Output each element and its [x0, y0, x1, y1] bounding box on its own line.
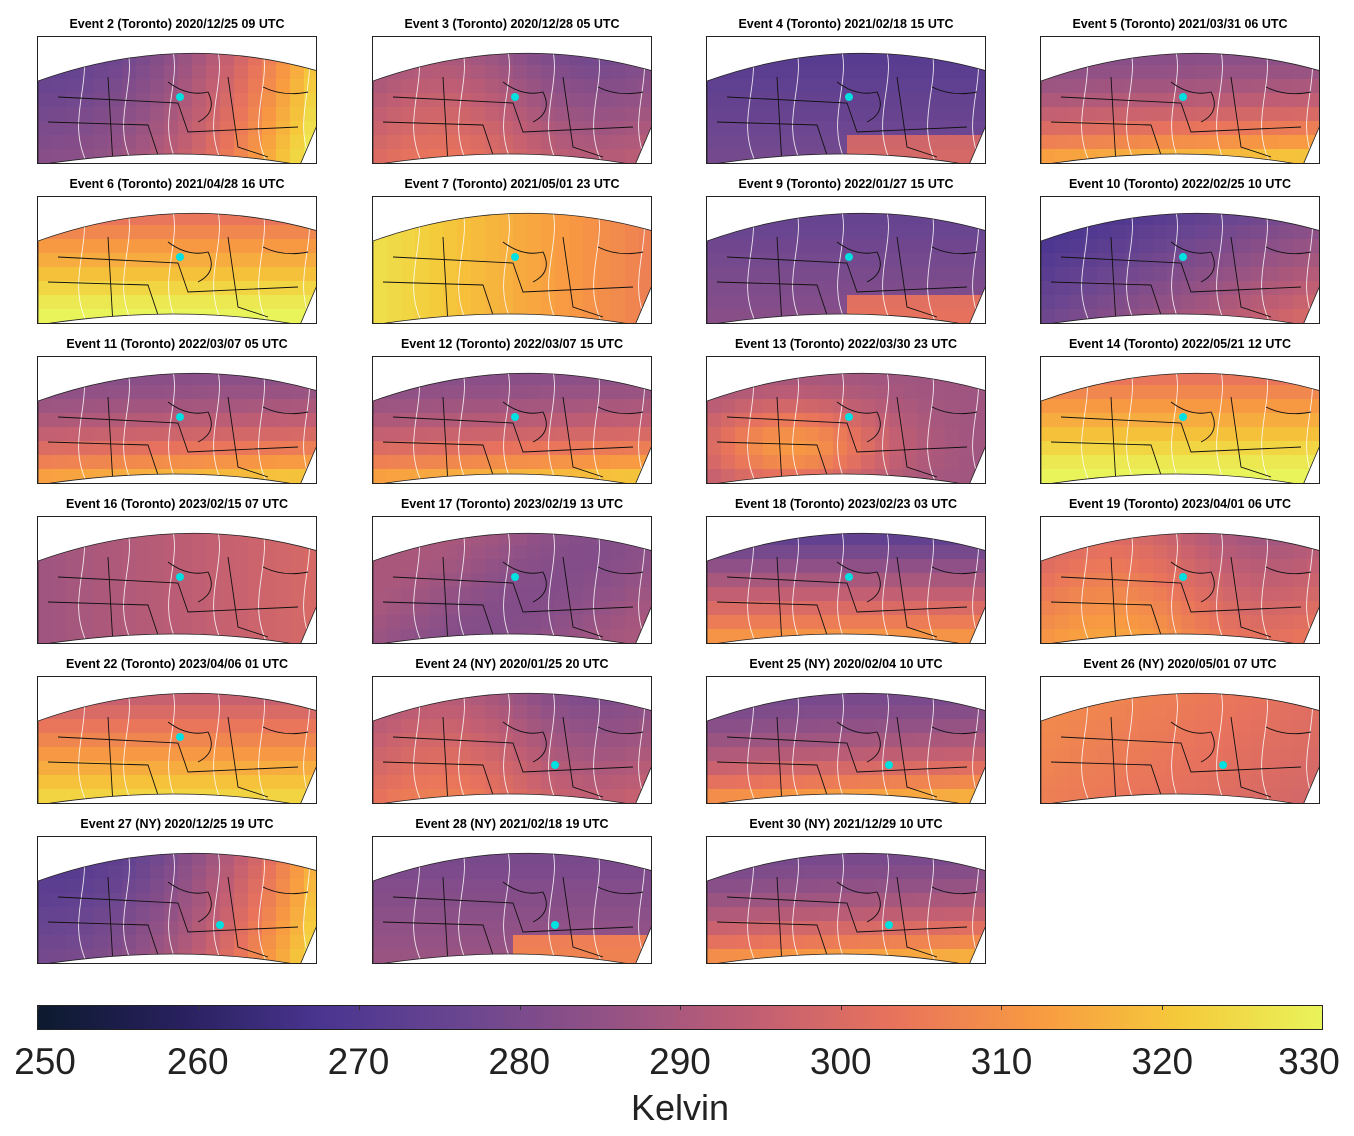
map-panel [706, 196, 986, 324]
panel-title: Event 22 (Toronto) 2023/04/06 01 UTC [65, 657, 289, 671]
panel-title: Event 7 (Toronto) 2021/05/01 23 UTC [404, 177, 620, 191]
city-marker [845, 573, 853, 581]
map-panel [706, 36, 986, 164]
colorbar-tick [1161, 1006, 1163, 1010]
map-panel [372, 676, 652, 804]
map-panel [1040, 516, 1320, 644]
panel-title: Event 12 (Toronto) 2022/03/07 15 UTC [400, 337, 624, 351]
map-panel [37, 676, 317, 804]
panel-title: Event 9 (Toronto) 2022/01/27 15 UTC [738, 177, 954, 191]
city-marker [885, 761, 893, 769]
panel-title: Event 16 (Toronto) 2023/02/15 07 UTC [65, 497, 289, 511]
map-panel [1040, 356, 1320, 484]
city-marker [845, 413, 853, 421]
city-marker [176, 93, 184, 101]
city-marker [845, 93, 853, 101]
city-marker [1179, 93, 1187, 101]
panel-title: Event 28 (NY) 2021/02/18 19 UTC [415, 817, 609, 831]
colorbar-tick-label: 310 [970, 1041, 1033, 1082]
map-panel [37, 36, 317, 164]
colorbar-tick [38, 1006, 39, 1010]
map-panel [372, 36, 652, 164]
city-marker [511, 413, 519, 421]
panel-title: Event 2 (Toronto) 2020/12/25 09 UTC [69, 17, 285, 31]
panel-title: Event 14 (Toronto) 2022/05/21 12 UTC [1068, 337, 1292, 351]
city-marker [176, 253, 184, 261]
panel-title: Event 10 (Toronto) 2022/02/25 10 UTC [1068, 177, 1292, 191]
city-marker [176, 413, 184, 421]
map-panel [372, 356, 652, 484]
city-marker [216, 921, 224, 929]
panel-title: Event 6 (Toronto) 2021/04/28 16 UTC [69, 177, 285, 191]
colorbar-tick [680, 1006, 681, 1010]
panel-title: Event 27 (NY) 2020/12/25 19 UTC [80, 817, 274, 831]
map-panel [706, 516, 986, 644]
map-panel [1040, 196, 1320, 324]
city-marker [1179, 413, 1187, 421]
panel-title: Event 24 (NY) 2020/01/25 20 UTC [415, 657, 609, 671]
map-panel [372, 196, 652, 324]
colorbar-tick [1001, 1006, 1002, 1010]
colorbar-tick-label: 260 [166, 1041, 229, 1082]
city-marker [1179, 573, 1187, 581]
map-panel [37, 356, 317, 484]
colorbar-tick [198, 1006, 200, 1010]
colorbar-tick-label: 270 [327, 1041, 390, 1082]
map-panel [1040, 676, 1320, 804]
panel-title: Event 26 (NY) 2020/05/01 07 UTC [1083, 657, 1277, 671]
map-panel [37, 516, 317, 644]
map-panel [706, 836, 986, 964]
city-marker [1219, 761, 1227, 769]
colorbar-tick-label: 320 [1131, 1041, 1194, 1082]
city-marker [176, 733, 184, 741]
colorbar-unit-label: Kelvin [630, 1087, 730, 1128]
map-panel [37, 836, 317, 964]
city-marker [845, 253, 853, 261]
colorbar-tick [1322, 1006, 1323, 1010]
map-panel [706, 356, 986, 484]
city-marker [1179, 253, 1187, 261]
city-marker [885, 921, 893, 929]
panel-title: Event 5 (Toronto) 2021/03/31 06 UTC [1072, 17, 1288, 31]
colorbar-tick-label: 290 [649, 1041, 711, 1082]
panel-title: Event 13 (Toronto) 2022/03/30 23 UTC [734, 337, 958, 351]
panel-title: Event 19 (Toronto) 2023/04/01 06 UTC [1068, 497, 1292, 511]
map-panel [37, 196, 317, 324]
city-marker [551, 921, 559, 929]
colorbar-tick-label: 250 [14, 1041, 76, 1082]
map-panel [372, 516, 652, 644]
colorbar-tick [840, 1006, 842, 1010]
city-marker [551, 761, 559, 769]
panel-title: Event 30 (NY) 2021/12/29 10 UTC [749, 817, 943, 831]
city-marker [511, 253, 519, 261]
colorbar [37, 1005, 1323, 1030]
map-panel [706, 676, 986, 804]
city-marker [176, 573, 184, 581]
panel-title: Event 17 (Toronto) 2023/02/19 13 UTC [400, 497, 624, 511]
panel-title: Event 18 (Toronto) 2023/02/23 03 UTC [734, 497, 958, 511]
panel-title: Event 25 (NY) 2020/02/04 10 UTC [749, 657, 943, 671]
city-marker [511, 573, 519, 581]
colorbar-tick-label: 280 [488, 1041, 551, 1082]
panel-title: Event 3 (Toronto) 2020/12/28 05 UTC [404, 17, 620, 31]
colorbar-tick-label: 330 [1278, 1041, 1340, 1082]
map-panel [1040, 36, 1320, 164]
colorbar-tick [519, 1006, 521, 1010]
panel-title: Event 4 (Toronto) 2021/02/18 15 UTC [738, 17, 954, 31]
colorbar-tick [359, 1006, 360, 1010]
panel-title: Event 11 (Toronto) 2022/03/07 05 UTC [66, 337, 288, 351]
map-panel [372, 836, 652, 964]
city-marker [511, 93, 519, 101]
colorbar-tick-label: 300 [809, 1041, 872, 1082]
